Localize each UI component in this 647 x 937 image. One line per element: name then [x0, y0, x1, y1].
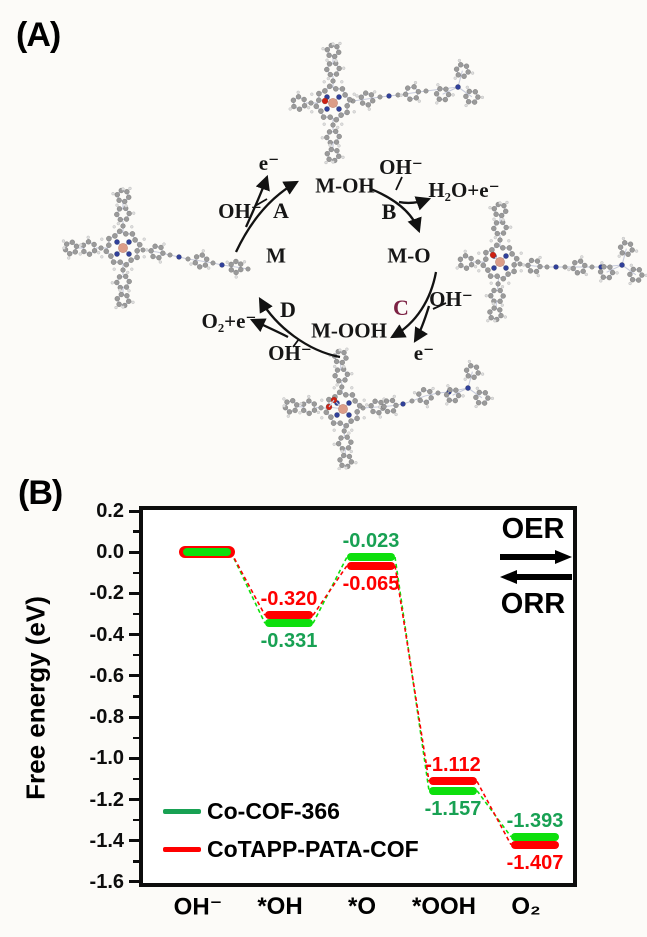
panel-b: (B) Free energy (eV) OER ORR Co-COF-366 …: [0, 470, 647, 937]
panel-b-label: (B): [18, 474, 63, 512]
y-tick-label: -1.0: [89, 747, 124, 770]
energy-level-co-cof-366-4: [511, 832, 559, 841]
value-label-cotapp-pata-cof: -1.407: [506, 851, 564, 874]
water-electron-label: H₂O+e⁻: [428, 178, 500, 202]
value-label-co-cof-366: -1.393: [506, 809, 564, 832]
oer-label: OER: [501, 513, 565, 545]
energy-level-cotapp-pata-cof-2: [347, 561, 395, 570]
step-a-label: A: [273, 198, 289, 223]
arrow-electron-c: [413, 305, 431, 343]
y-major-tick: [129, 880, 139, 884]
step-d-label: D: [280, 297, 296, 322]
molecule-structures: [61, 41, 647, 470]
y-tick-label: -1.4: [89, 829, 124, 852]
x-category-label: OH⁻: [173, 893, 223, 921]
y-tick-label: 0.0: [96, 541, 124, 564]
energy-level-cotapp-pata-cof-3: [429, 777, 477, 786]
y-minor-tick: [133, 860, 139, 863]
x-category-label: O₂: [511, 893, 541, 920]
y-major-tick: [129, 633, 139, 637]
value-label-cotapp-pata-cof: -0.065: [342, 572, 400, 595]
value-label-co-cof-366: -1.157: [424, 797, 482, 820]
species-m-ooh-label: M-OOH: [311, 318, 387, 343]
panel-a-label: (A): [16, 16, 61, 54]
oxygen-electron-label: O₂+e⁻: [201, 309, 257, 333]
orr-label: ORR: [500, 588, 566, 620]
step-b-label: B: [381, 199, 397, 224]
energy-level-co-cof-366-2: [347, 552, 395, 561]
species-m-oh-label: M-OH: [315, 173, 375, 198]
y-minor-tick: [133, 654, 139, 657]
energy-level-co-cof-366-3: [429, 786, 477, 795]
mechanism-cycle-graphic: [61, 41, 647, 470]
legend-label-co-cof-366: Co-COF-366: [207, 798, 340, 824]
y-tick-label: -0.2: [89, 582, 124, 605]
y-tick-label: -0.8: [89, 706, 124, 729]
y-major-tick: [129, 550, 139, 554]
y-axis-title: Free energy (eV): [20, 596, 51, 800]
x-category-label: *O: [347, 893, 377, 920]
energy-level-co-cof-366-1: [265, 619, 313, 628]
species-m-label: M: [266, 243, 286, 268]
energy-level-cotapp-pata-cof-4: [511, 840, 559, 849]
electron-a-label: e⁻: [258, 151, 280, 175]
y-minor-tick: [133, 612, 139, 616]
panel-a: (A) e⁻ OH⁻ A M-OH OH⁻ B H₂O+e⁻ M M-O D O…: [16, 16, 647, 470]
step-c-label: C: [393, 295, 409, 320]
y-tick-label: 0.2: [96, 500, 124, 522]
y-major-tick: [129, 674, 139, 678]
y-major-tick: [129, 839, 139, 843]
legend-swatch-cotapp-pata-cof: [163, 847, 201, 852]
y-minor-tick: [133, 736, 139, 739]
electron-c-label: e⁻: [413, 341, 435, 365]
y-minor-tick: [133, 571, 139, 575]
x-category-label: *OOH: [411, 893, 477, 920]
y-tick-label: -0.4: [89, 623, 124, 646]
hydroxide-c-label: OH⁻: [429, 287, 473, 311]
y-minor-tick: [133, 530, 139, 533]
y-major-tick: [129, 509, 139, 513]
energy-level-co-cof-366-0: [183, 548, 231, 557]
x-category-label: *OH: [257, 893, 303, 920]
energy-level-cotapp-pata-cof-1: [265, 611, 313, 620]
value-label-co-cof-366: -0.331: [260, 630, 318, 653]
y-minor-tick: [133, 777, 139, 781]
legend-label-cotapp-pata-cof: CoTAPP-PATA-COF: [207, 836, 419, 862]
value-label-cotapp-pata-cof: -1.112: [425, 754, 481, 777]
molecule-m-ooh-bottom: [282, 347, 495, 470]
hydroxide-b-label: OH⁻: [379, 155, 423, 179]
species-m-o-label: M-O: [387, 243, 431, 268]
molecule-m-oh-top: [288, 41, 485, 165]
y-tick-label: -0.6: [89, 664, 124, 687]
molecule-m-o-right: [455, 200, 647, 323]
y-tick-label: -1.6: [89, 870, 124, 893]
y-major-tick: [129, 591, 139, 595]
hydroxide-a-label: OH⁻: [218, 199, 262, 223]
value-label-cotapp-pata-cof: -0.320: [260, 588, 318, 611]
y-tick-label: -1.2: [89, 788, 124, 811]
value-label-co-cof-366: -0.023: [342, 529, 400, 552]
legend-swatch-co-cof-366: [163, 809, 201, 814]
y-minor-tick: [133, 695, 139, 698]
y-minor-tick: [133, 818, 139, 822]
hydroxide-d-label: OH⁻: [268, 341, 312, 365]
y-major-tick: [129, 715, 139, 719]
arrow-water-out: [398, 196, 432, 211]
y-major-tick: [129, 798, 139, 802]
y-major-tick: [129, 756, 139, 760]
